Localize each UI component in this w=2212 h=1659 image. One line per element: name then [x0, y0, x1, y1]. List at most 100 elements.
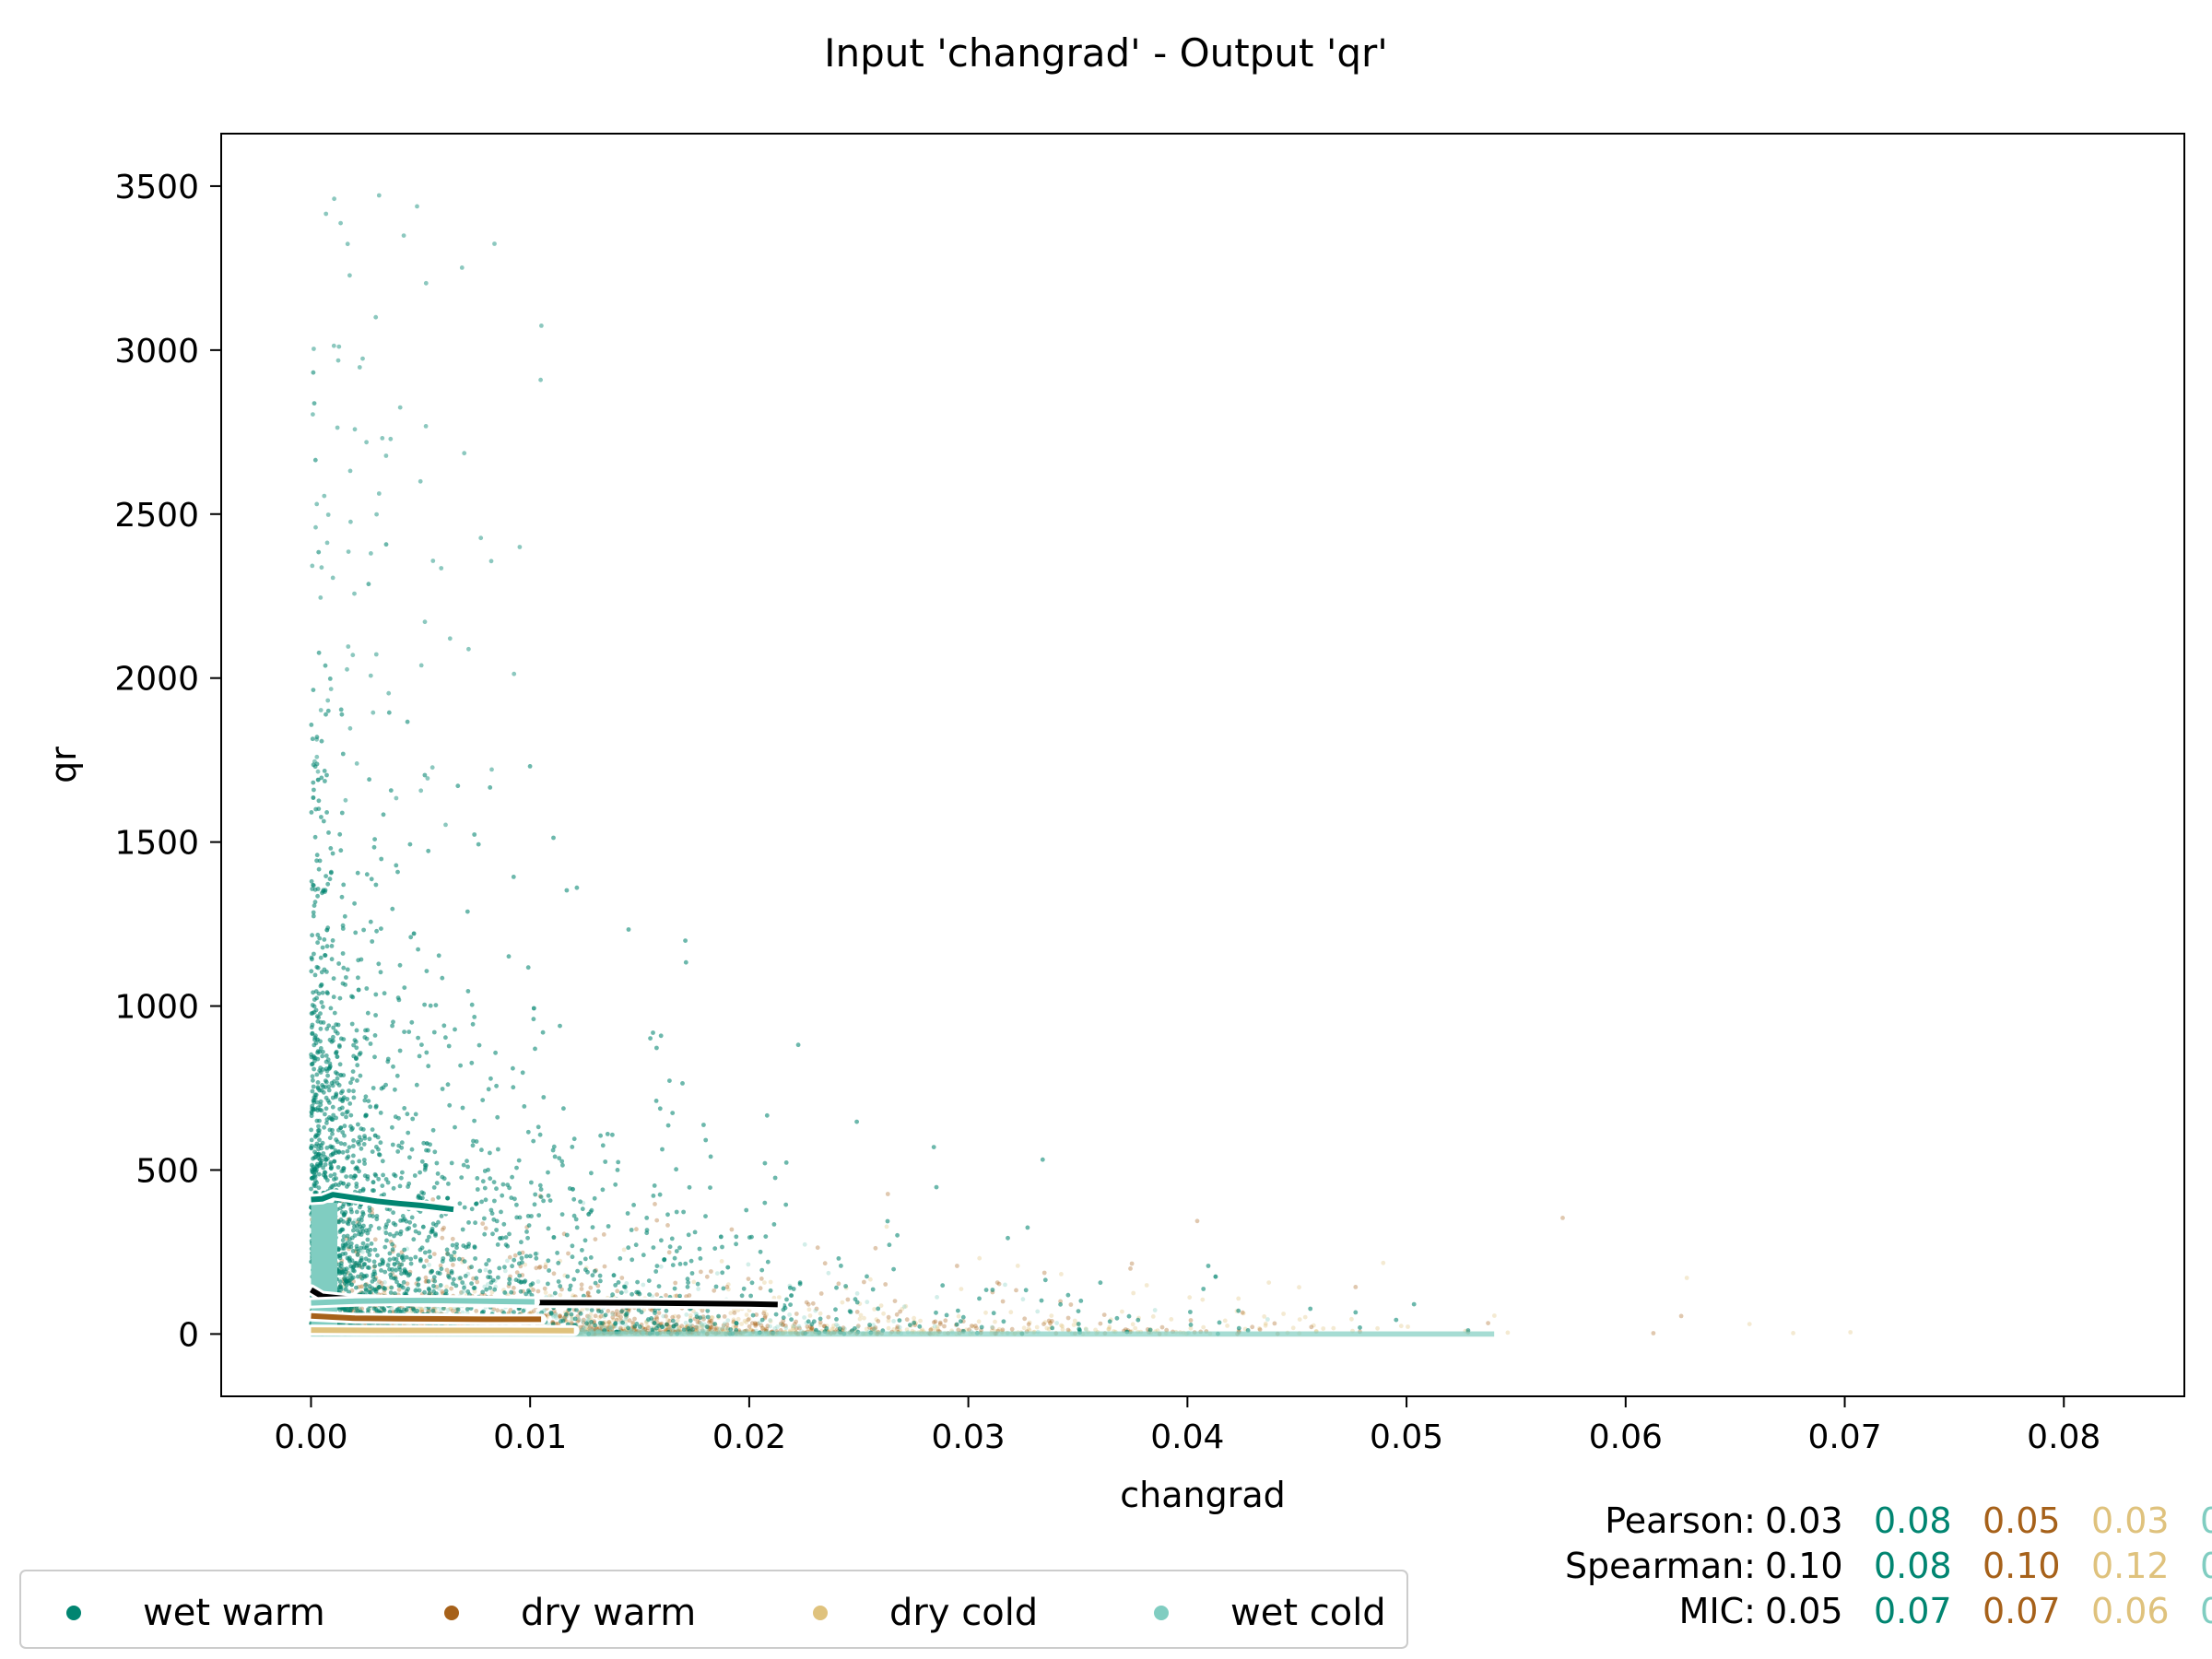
scatter-point [427, 1291, 432, 1296]
scatter-point [807, 1313, 813, 1318]
scatter-point [713, 1323, 718, 1327]
scatter-point [679, 1324, 685, 1329]
scatter-point [1148, 1327, 1153, 1332]
scatter-point [711, 1322, 715, 1327]
scatter-point [1098, 1321, 1103, 1326]
scatter-point [792, 1322, 797, 1326]
scatter-point [671, 1324, 677, 1328]
scatter-point [768, 1319, 773, 1324]
scatter-point [426, 1309, 431, 1313]
scatter-point [553, 1312, 559, 1317]
scatter-point [440, 1227, 445, 1232]
scatter-point [721, 1324, 726, 1330]
scatter-point [524, 1225, 530, 1230]
scatter-point [372, 1133, 378, 1138]
scatter-point [448, 1306, 453, 1312]
scatter-point [385, 1286, 390, 1291]
scatter-point [368, 1287, 372, 1292]
scatter-point [337, 1277, 343, 1282]
scatter-point [456, 1276, 461, 1280]
scatter-point [450, 1236, 455, 1241]
scatter-point [562, 1317, 568, 1323]
scatter-point [956, 1327, 961, 1333]
scatter-point [620, 1326, 626, 1332]
scatter-point [746, 1317, 751, 1323]
scatter-point [768, 1279, 773, 1285]
scatter-point [700, 1314, 706, 1319]
scatter-point [734, 1325, 738, 1330]
scatter-point [665, 1326, 670, 1332]
scatter-point [661, 1324, 666, 1329]
scatter-point [441, 1225, 446, 1230]
scatter-point [652, 1321, 657, 1325]
scatter-point [1020, 1297, 1026, 1302]
scatter-point [602, 1320, 607, 1325]
scatter-point [824, 1324, 830, 1329]
scatter-point [1000, 1327, 1006, 1333]
scatter-point [579, 1327, 584, 1333]
scatter-point [483, 1267, 488, 1273]
scatter-point [973, 1324, 978, 1329]
scatter-point [764, 1326, 770, 1332]
scatter-point [503, 1290, 509, 1296]
scatter-point [598, 1326, 604, 1332]
scatter-point [857, 1316, 863, 1322]
scatter-point [749, 1321, 755, 1326]
scatter-point [809, 1326, 815, 1331]
scatter-point [688, 1323, 693, 1327]
scatter-point [480, 1221, 486, 1226]
scatter-point [845, 1297, 851, 1302]
scatter-point [551, 1314, 556, 1319]
scatter-point [920, 1327, 925, 1333]
scatter-point [450, 1308, 455, 1313]
scatter-point [609, 1326, 615, 1332]
scatter-point [375, 1282, 381, 1287]
scatter-point [712, 1288, 717, 1293]
scatter-point [564, 1314, 569, 1320]
scatter-point [593, 1237, 598, 1241]
scatter-point [683, 1320, 688, 1325]
scatter-point [652, 1327, 657, 1333]
scatter-point [338, 1073, 344, 1077]
scatter-point [1075, 1322, 1080, 1326]
scatter-point [1791, 1331, 1795, 1335]
scatter-point [562, 1273, 568, 1278]
scatter-point [558, 1315, 563, 1320]
scatter-point [657, 1322, 663, 1327]
scatter-point [1250, 1324, 1255, 1330]
scatter-point [744, 1320, 749, 1325]
scatter-point [352, 1306, 358, 1312]
scatter-point [808, 1325, 814, 1331]
scatter-point [324, 927, 330, 933]
scatter-point [451, 1263, 455, 1267]
scatter-point [505, 1258, 510, 1264]
scatter-point [429, 1310, 433, 1314]
scatter-point [818, 1311, 823, 1316]
scatter-point [624, 1326, 629, 1332]
scatter-point [806, 1307, 812, 1312]
scatter-point [452, 1253, 457, 1259]
scatter-point [438, 1307, 443, 1312]
scatter-point [725, 1326, 730, 1332]
scatter-point [664, 1323, 669, 1328]
scatter-point [593, 1313, 598, 1319]
scatter-point [674, 1322, 679, 1327]
scatter-point [758, 1286, 763, 1291]
scatter-point [932, 1324, 937, 1329]
scatter-point [430, 1306, 436, 1312]
scatter-point [704, 1274, 710, 1279]
scatter-point [898, 1309, 902, 1314]
scatter-point [575, 1319, 581, 1324]
scatter-point [347, 1270, 352, 1276]
scatter-point [1290, 1325, 1296, 1331]
scatter-point [449, 1286, 453, 1291]
scatter-point [1107, 1326, 1112, 1332]
scatter-point [791, 1325, 795, 1331]
scatter-point [1049, 1324, 1054, 1330]
scatter-point [878, 1303, 884, 1308]
scatter-point [1349, 1316, 1354, 1322]
scatter-point [446, 1271, 452, 1277]
scatter-point [672, 1313, 677, 1319]
scatter-point [996, 1281, 1002, 1287]
scatter-point [783, 1324, 788, 1328]
